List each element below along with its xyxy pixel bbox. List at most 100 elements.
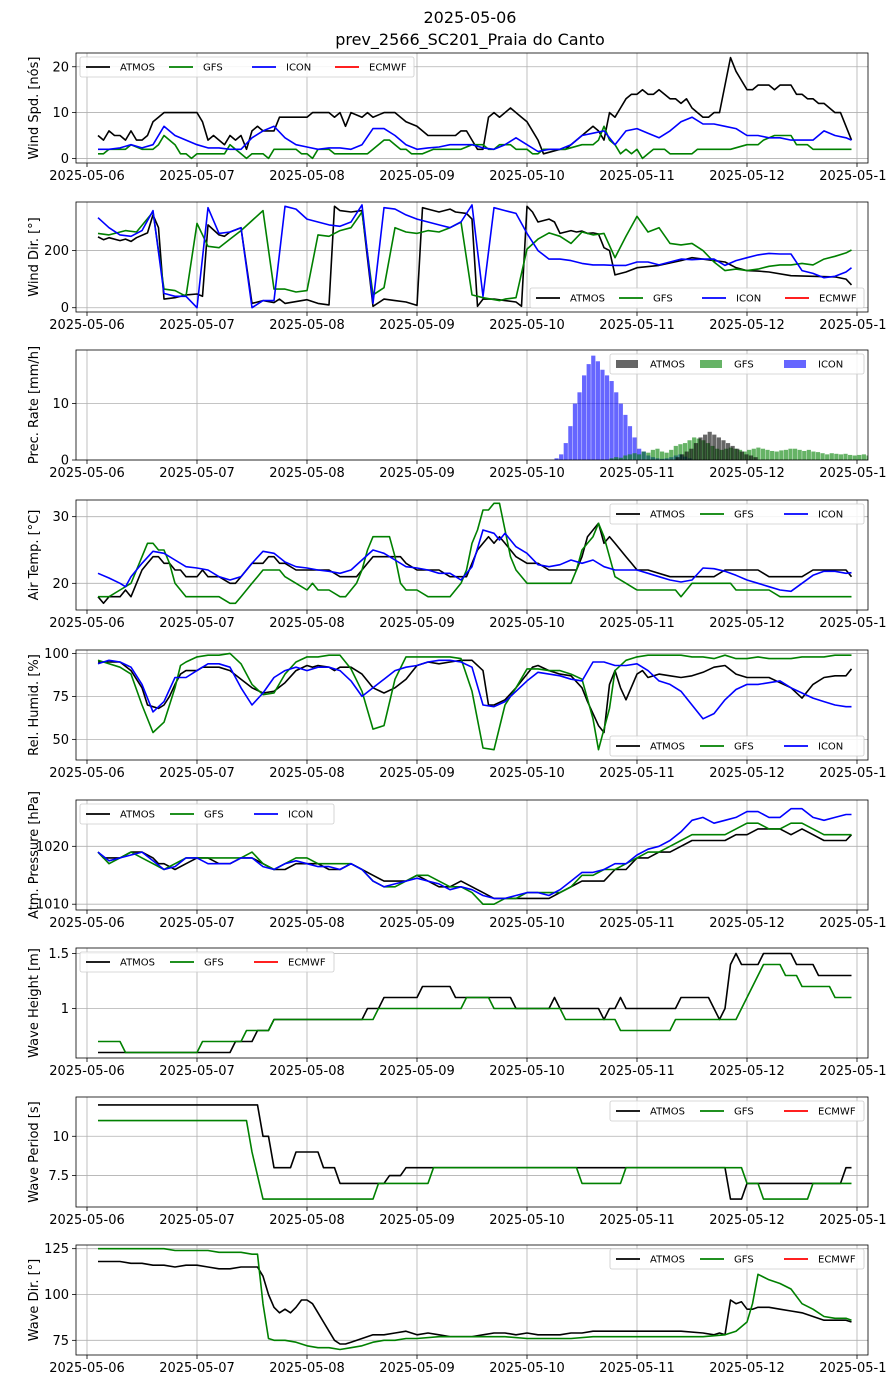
y-tick-label: 7.5 [48,1169,69,1184]
x-tick-label: 2025-05-07 [159,169,235,184]
axes-frame [75,799,869,911]
legend-box [609,735,865,757]
bar-atmos [739,451,744,460]
bar-gfs [834,453,839,460]
legend-label-gfs: GFS [653,294,673,305]
y-tick-label: 10 [52,397,69,412]
figure-title: 2025-05-06 [424,8,517,27]
bar-gfs [825,454,830,460]
x-tick-label: 2025-05-12 [709,466,785,481]
bar-atmos [716,437,721,460]
series-line-atmos [97,522,853,605]
y-tick-label: 1 [61,1002,69,1017]
y-axis-label: Wave Height [m] [27,948,42,1058]
x-tick-label: 2025-05-06 [49,466,125,481]
bar-icon [632,437,637,460]
series-line-icon [97,529,852,593]
legend: ATMOS GFS ICON [609,735,865,757]
bar-gfs [760,448,766,460]
panel-2: 2025-05-06 2025-05-07 2025-05-08 2025-05-09… [27,201,886,333]
x-tick-label: 2025-05-09 [379,466,455,481]
bar-atmos [675,457,680,460]
bar-gfs [673,445,678,460]
legend: ATMOS GFS ICON [79,803,335,825]
legend-label-atmos: ATMOS [120,810,155,821]
series-line-gfs [98,1247,852,1351]
y-tick-label: 0 [61,454,69,469]
legend-label-gfs: GFS [204,958,224,969]
bar-atmos [693,443,699,460]
y-axis-label: Wind Dir. [°] [27,217,42,297]
bar-gfs [829,453,834,460]
plot-area [98,952,852,1054]
x-tick-label: 2025-05-13 [819,466,886,481]
legend-label-gfs: GFS [734,360,754,371]
panel-8: 2025-05-06 2025-05-07 2025-05-08 2025-05-09… [27,1096,886,1228]
x-tick-label: 2025-05-11 [599,766,675,781]
x-tick-label: 2025-05-12 [709,169,785,184]
x-tick-label: 2025-05-07 [159,466,235,481]
bar-icon [609,381,614,460]
y-axis-label: Wave Period [s] [27,1101,42,1202]
bar-gfs [838,454,844,460]
bar-gfs [802,450,807,460]
x-tick-label: 2025-05-08 [269,1064,345,1079]
y-tick-label: 50 [52,733,69,748]
axes-frame [75,499,869,611]
legend-label-atmos: ATMOS [120,958,155,969]
x-tick-label: 2025-05-08 [269,318,345,333]
figure-subtitle: prev_2566_SC201_Praia do Canto [335,30,605,50]
plot-area [97,652,853,751]
legend-swatch-gfs [700,360,722,368]
bar-gfs [792,448,798,460]
x-tick-label: 2025-05-13 [819,616,886,631]
legend-label-icon: ICON [736,294,761,305]
y-tick-label: 20 [52,60,69,75]
bar-gfs [669,449,674,460]
legend-label-atmos: ATMOS [650,1107,685,1118]
y-tick-label: 1.5 [48,947,69,962]
legend-box [609,1100,865,1122]
x-tick-label: 2025-05-10 [489,616,565,631]
legend-label-icon: ICON [818,510,843,521]
legend-label-icon: ICON [288,810,313,821]
x-tick-label: 2025-05-07 [159,1361,235,1376]
x-tick-label: 2025-05-08 [269,766,345,781]
x-tick-label: 2025-05-06 [49,1064,125,1079]
bar-icon [563,443,568,460]
legend-label-ecmwf: ECMWF [288,958,326,969]
plot-area [554,355,868,460]
bar-atmos [721,440,726,460]
legend-swatch-icon [784,360,806,368]
bar-gfs [797,449,802,460]
bar-atmos [680,454,685,460]
series-line-atmos [97,56,853,155]
axes-frame [75,947,869,1059]
bar-gfs [811,451,816,460]
x-tick-label: 2025-05-09 [379,318,455,333]
legend-label-ecmwf: ECMWF [819,294,857,305]
legend-label-atmos: ATMOS [120,63,155,74]
bar-icon [595,361,600,460]
x-tick-label: 2025-05-07 [159,1064,235,1079]
axes-frame [75,52,869,164]
series-line-icon [98,116,852,153]
y-axis-label: Rel. Humid. [%] [27,654,42,756]
x-tick-label: 2025-05-06 [49,766,125,781]
x-tick-label: 2025-05-08 [269,916,345,931]
bar-icon [618,403,623,460]
bar-gfs [678,444,683,460]
x-tick-label: 2025-05-09 [379,616,455,631]
x-tick-label: 2025-05-08 [269,616,345,631]
bar-gfs [770,450,775,460]
bar-gfs [852,455,857,460]
bar-gfs [815,452,821,460]
bar-atmos [748,455,754,460]
panel-6: 2025-05-06 2025-05-07 2025-05-08 2025-05-09… [27,791,886,931]
x-tick-label: 2025-05-12 [709,916,785,931]
legend-label-gfs: GFS [734,510,754,521]
x-tick-label: 2025-05-08 [269,169,345,184]
x-tick-label: 2025-05-06 [49,616,125,631]
